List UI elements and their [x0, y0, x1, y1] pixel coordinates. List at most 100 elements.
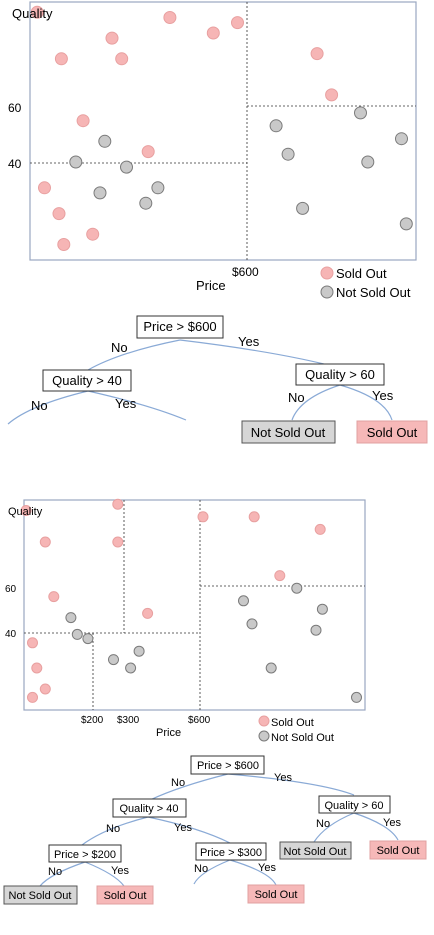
plot-1-not-sold-out-point — [269, 119, 283, 133]
plot-2-sold-out-point — [274, 570, 286, 582]
tree-2-p300-leaf-sold-label: Sold Out — [255, 889, 298, 901]
tree-1-right-yes-label: Yes — [372, 388, 394, 403]
tree-1-left-no-label: No — [31, 398, 48, 413]
tree-1-left-label: Quality > 40 — [52, 373, 122, 388]
tree-2-q60-label: Quality > 60 — [324, 800, 383, 812]
tree-2-root-box — [190, 755, 265, 775]
tree-2-p300-yes-label: Yes — [258, 862, 276, 874]
tree-1-root-box — [136, 315, 224, 339]
plot-1-not-sold-out-point — [93, 186, 107, 200]
plot-1-y-tick-40: 40 — [8, 157, 22, 171]
plot-1-points — [30, 5, 413, 251]
plot-2-x-tick-300: $300 — [117, 715, 140, 726]
plot-2-not-sold-out-point — [71, 628, 83, 640]
plot-1-not-sold-out-point — [281, 147, 295, 161]
tree-1-leaf-not-sold-box — [241, 420, 336, 444]
scatter-plot-2: Quality 60 40 $200 $300 $600 Price Sold … — [5, 498, 366, 744]
tree-2-q40-no-label: No — [106, 823, 120, 835]
plot-1-sold-out-point — [38, 181, 51, 195]
legend-1-sold-label: Sold Out — [336, 266, 387, 281]
plot-2-legend: Sold Out Not Sold Out — [258, 715, 334, 744]
plot-2-sold-out-point — [112, 536, 124, 548]
plot-2-sold-out-point — [31, 662, 43, 674]
plot-2-y-tick-60: 60 — [5, 584, 17, 595]
tree-2-p200-yes-label: Yes — [111, 865, 129, 877]
tree-2-q40-label: Quality > 40 — [119, 803, 178, 815]
plot-2-not-sold-out-point — [246, 618, 258, 630]
plot-2-not-sold-out-point — [108, 654, 119, 666]
tree-2-edge-root-yes — [227, 773, 355, 796]
tree-1-right-label: Quality > 60 — [305, 367, 375, 382]
plot-1-sold-out-point — [115, 52, 129, 66]
tree-2-q60-box — [318, 795, 391, 814]
plot-1-not-sold-out-point — [120, 160, 133, 174]
tree-2-p200-no-label: No — [48, 866, 62, 878]
plot-1-sold-out-point — [325, 88, 339, 102]
plot-1-not-sold-out-point — [69, 155, 83, 169]
tree-2-q60-leaf-not-label: Not Sold Out — [284, 846, 347, 858]
plot-1-sold-out-point — [30, 5, 44, 19]
tree-1-edge-left-no — [7, 390, 89, 425]
plot-2-sold-out-point — [48, 591, 60, 603]
plot-1-y-axis-label: Quality — [12, 6, 53, 21]
tree-2-q40-yes-label: Yes — [174, 822, 192, 834]
tree-2-q60-leaf-not-box — [279, 841, 352, 860]
tree-2-q60-leaf-sold-box — [369, 840, 427, 860]
plot-2-y-axis-label: Quality — [8, 506, 43, 518]
plot-1-sold-out-point — [141, 145, 155, 159]
tree-2-edge-p300-yes — [229, 859, 277, 886]
plot-1-sold-out-point — [206, 26, 220, 40]
plot-1-not-sold-out-point — [139, 196, 153, 210]
legend-2-sold-label: Sold Out — [271, 717, 314, 729]
tree-1-right-no-label: No — [288, 390, 305, 405]
tree-2-edge-q40-yes — [147, 816, 231, 844]
tree-2-p200-leaf-not-label: Not Sold Out — [9, 890, 72, 902]
plot-2-x-tick-600: $600 — [188, 715, 211, 726]
tree-2-q60-leaf-sold-label: Sold Out — [377, 845, 420, 857]
legend-2-sold-marker — [258, 715, 270, 727]
plot-2-sold-out-point — [27, 637, 38, 649]
tree-2-p200-leaf-sold-label: Sold Out — [104, 890, 147, 902]
plot-1-sold-out-point — [76, 114, 90, 128]
plot-1-not-sold-out-point — [296, 201, 310, 215]
tree-2-root-yes-label: Yes — [274, 772, 292, 784]
scatter-plot-1: Quality 60 40 $600 Price Sold Out Not So… — [8, 1, 417, 300]
plot-2-not-sold-out-point — [351, 691, 362, 703]
tree-2-p200-leaf-sold-box — [96, 885, 154, 905]
plot-1-sold-out-point — [86, 227, 100, 241]
tree-1-edge-left-yes — [87, 390, 187, 421]
tree-1-leaf-sold-label: Sold Out — [367, 425, 418, 440]
tree-2-root-label: Price > $600 — [197, 760, 259, 772]
plot-2-sold-out-point — [112, 498, 124, 510]
plot-2-sold-out-point — [248, 511, 260, 523]
tree-2-p200-box — [48, 844, 122, 863]
plot-2-not-sold-out-point — [316, 603, 328, 615]
tree-2-q40-box — [112, 798, 187, 818]
plot-1-not-sold-out-point — [399, 217, 413, 231]
tree-1-left-yes-label: Yes — [115, 396, 137, 411]
decision-tree-1: Price > $600 No Yes Quality > 40 No Yes … — [7, 315, 428, 444]
legend-2-not-label: Not Sold Out — [271, 732, 334, 744]
plot-1-not-sold-out-point — [98, 134, 112, 148]
tree-2-edge-q60-yes — [353, 812, 399, 841]
tree-2-p200-leaf-not-box — [3, 885, 78, 905]
plot-1-x-axis-label: Price — [196, 278, 226, 293]
legend-1-not-marker — [320, 285, 334, 299]
plot-2-sold-out-point — [142, 607, 154, 619]
plot-2-sold-out-point — [197, 511, 209, 523]
tree-1-leaf-not-sold-label: Not Sold Out — [251, 425, 326, 440]
plot-2-sold-out-point — [27, 691, 38, 703]
decision-tree-2: Price > $600 No Yes Quality > 40 No Yes … — [3, 755, 427, 905]
plot-2-x-axis-label: Price — [156, 727, 181, 739]
plot-1-not-sold-out-point — [354, 106, 367, 120]
plot-1-sold-out-point — [163, 11, 177, 24]
tree-2-p300-label: Price > $300 — [200, 847, 262, 859]
tree-1-right-box — [295, 363, 385, 386]
tree-2-edge-p200-yes — [84, 861, 125, 887]
tree-1-root-no-label: No — [111, 340, 128, 355]
tree-2-p300-leaf-sold-box — [247, 884, 305, 904]
legend-2-not-marker — [258, 730, 270, 742]
plot-1-sold-out-point — [54, 52, 68, 66]
plot-1-x-tick-600: $600 — [232, 265, 259, 279]
